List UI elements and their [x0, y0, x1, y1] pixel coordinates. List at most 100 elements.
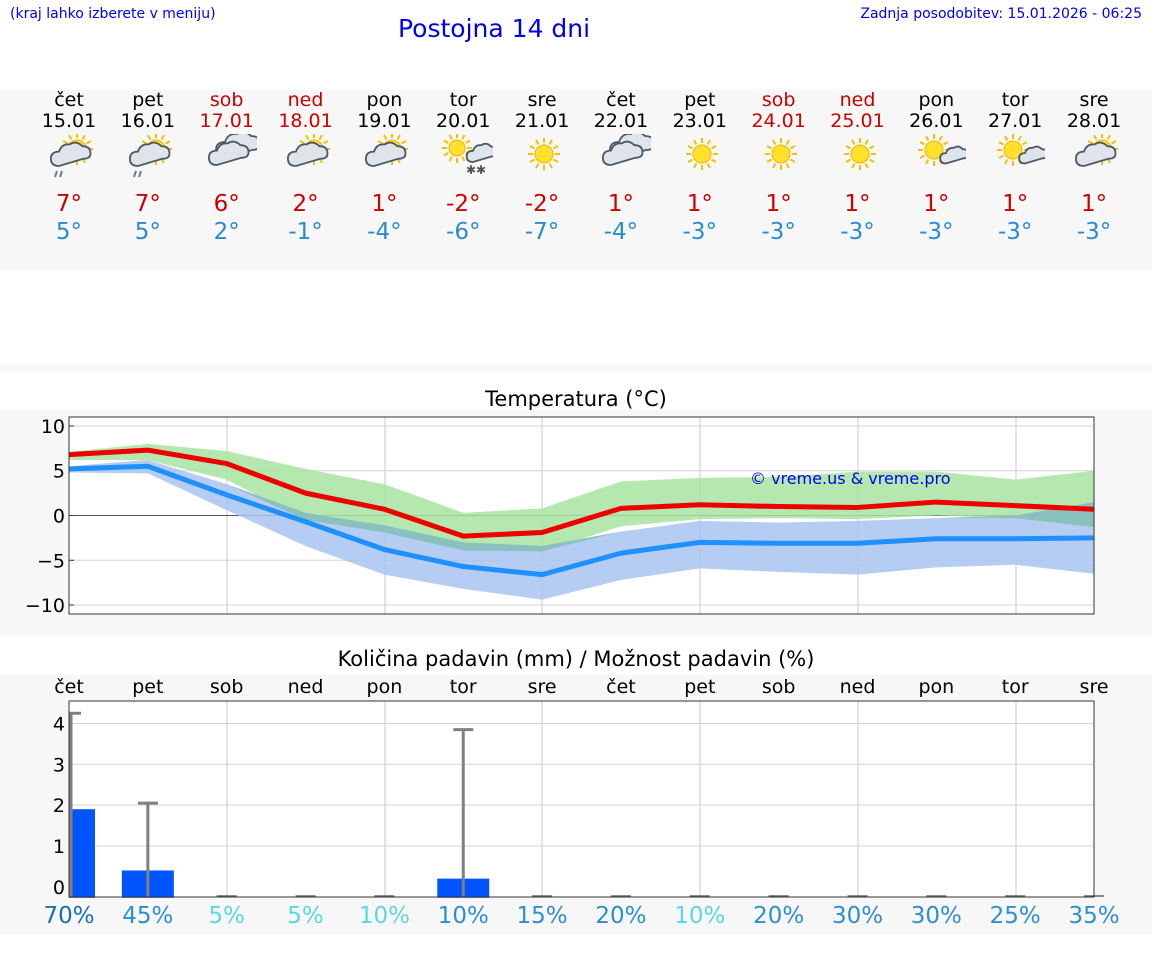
weather-icon — [655, 134, 745, 190]
y-tick-label: 0 — [53, 506, 65, 528]
day-date: 20.01 — [436, 110, 491, 132]
sun-small-cloud-icon — [997, 134, 1046, 166]
daily-forecast: čet 15.01 7° 5° pet 16.01 7° 5° sob 17.01 6° 2° ned 1… — [0, 90, 1152, 270]
max-temp: -2° — [446, 191, 481, 217]
weather-icon — [734, 134, 824, 190]
max-temp: 1° — [844, 191, 871, 217]
sun-cloud-rain-icon — [49, 134, 93, 178]
precip-probability: 35% — [1068, 903, 1120, 929]
min-temp-line — [68, 463, 1095, 578]
min-temp: -3° — [919, 219, 954, 245]
y-tick-label: 10 — [41, 416, 65, 438]
max-temp: 1° — [371, 191, 398, 217]
day-date: 18.01 — [278, 110, 333, 132]
day-name: tor — [449, 89, 477, 111]
sun-icon — [685, 138, 718, 170]
sun-cloud-snow-icon: ✱✱ — [442, 134, 494, 177]
max-temp-line — [68, 447, 1095, 539]
day-label: sre — [1080, 676, 1109, 698]
precip-probability: 10% — [358, 903, 410, 929]
y-tick-label: 3 — [53, 754, 65, 776]
min-temp: -6° — [446, 219, 481, 245]
max-temp: 6° — [213, 191, 240, 217]
day-date: 15.01 — [41, 110, 97, 132]
min-temp: 2° — [213, 219, 240, 245]
sun-small-cloud-icon — [918, 134, 967, 166]
y-tick-label: −10 — [25, 595, 65, 617]
day-label: pon — [367, 676, 403, 698]
max-temp: 1° — [607, 191, 634, 217]
min-temp: 5° — [55, 219, 83, 245]
plot-frame — [68, 700, 1095, 898]
min-temp: -7° — [524, 219, 560, 245]
day-date: 22.01 — [593, 110, 649, 132]
max-temp: 1° — [1080, 191, 1108, 217]
min-temp: -3° — [840, 219, 875, 245]
day-date: 28.01 — [1066, 110, 1122, 132]
y-tick-label: 1 — [53, 836, 65, 858]
day-label: tor — [1002, 676, 1029, 698]
day-date: 23.01 — [672, 110, 727, 132]
min-temp: -1° — [288, 219, 323, 245]
day-column: sob 24.01 1° -3° — [734, 90, 824, 246]
day-column: tor 20.01 ✱✱ -2° -6° — [418, 90, 508, 246]
max-temp: 1° — [765, 191, 792, 217]
day-column: ned 25.01 1° -3° — [813, 90, 903, 246]
day-label: sre — [528, 676, 557, 698]
day-label: ned — [288, 676, 324, 698]
min-temp-band — [69, 459, 1095, 600]
day-column: čet 22.01 1° -4° — [576, 90, 666, 246]
day-label: sob — [762, 676, 796, 698]
min-temp: -3° — [1076, 219, 1112, 245]
precip-bar — [69, 809, 95, 898]
last-update: Zadnja posodobitev: 15.01.2026 - 06:25 — [860, 6, 1142, 22]
day-name: čet — [606, 89, 636, 111]
day-name: čet — [54, 89, 84, 111]
day-date: 19.01 — [357, 110, 412, 132]
day-name: pon — [366, 89, 403, 111]
precip-probability: 30% — [831, 903, 884, 929]
weather-icon — [103, 134, 193, 190]
day-column: pet 23.01 1° -3° — [655, 90, 745, 246]
sun-cloud-icon — [365, 134, 409, 167]
precip-probability: 45% — [122, 903, 174, 929]
min-temp: -3° — [997, 219, 1033, 245]
precip-chart-title: Količina padavin (mm) / Možnost padavin … — [337, 647, 815, 671]
day-name: pet — [132, 89, 164, 111]
weather-icon — [339, 134, 429, 190]
precipitation-chart: čet pet sob ned pon tor sre čet pet sob ned pon tor s… — [0, 675, 1152, 935]
min-temp: -3° — [682, 219, 718, 245]
day-column: sre 21.01 -2° -7° — [497, 90, 587, 246]
min-temp: -3° — [761, 219, 796, 245]
sun-icon — [528, 138, 561, 170]
day-label: čet — [606, 676, 636, 698]
temperature-chart-svg: 10 5 0 −5 −10 © vreme.us & vreme.pro — [25, 416, 1095, 617]
weather-icon — [1049, 134, 1139, 190]
max-temp: 1° — [686, 191, 713, 217]
weather-icon — [970, 134, 1060, 190]
cloudy-icon — [207, 134, 257, 166]
plot-area — [69, 701, 1094, 897]
cloudy-icon — [601, 134, 651, 166]
max-temp: 7° — [55, 191, 83, 217]
y-tick-label: 4 — [53, 713, 65, 735]
max-temp: 7° — [134, 191, 161, 217]
svg-text:✱✱: ✱✱ — [466, 163, 486, 177]
day-name: pet — [684, 89, 716, 111]
watermark: © vreme.us & vreme.pro — [750, 469, 951, 488]
day-date: 24.01 — [751, 110, 806, 132]
day-date: 21.01 — [514, 110, 570, 132]
weather-icon — [813, 134, 903, 190]
day-column: pon 26.01 1° -3° — [891, 90, 981, 246]
weather-icon — [261, 134, 351, 190]
precip-probability: 20% — [595, 903, 647, 929]
y-tick-label: 2 — [53, 795, 65, 817]
day-column: sre 28.01 1° -3° — [1049, 90, 1139, 246]
sun-icon — [764, 138, 797, 170]
min-temp: 5° — [134, 219, 161, 245]
max-temp: 2° — [292, 191, 319, 217]
sun-cloud-icon — [1075, 134, 1119, 167]
precip-probability: 10% — [674, 903, 726, 929]
precip-probability: 70% — [43, 903, 95, 929]
plot-frame — [68, 416, 1095, 615]
